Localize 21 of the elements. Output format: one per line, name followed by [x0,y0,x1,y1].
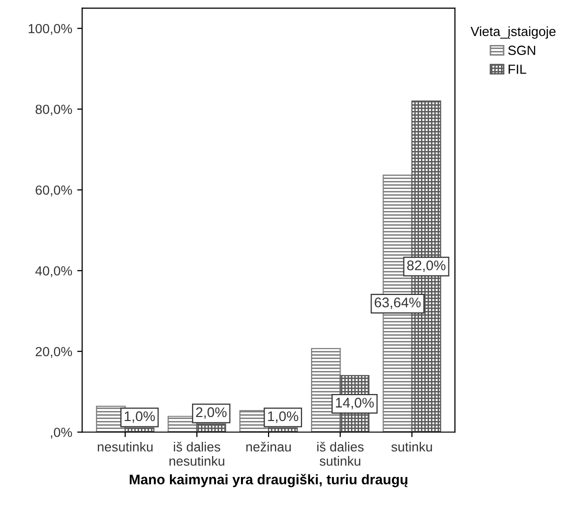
data-label: 63,64% [374,298,421,310]
x-axis-title: Mano kaimynai yra draugiški, turiu draugų [130,474,408,488]
x-tick-label: sutinku [391,442,432,452]
data-label: 14,0% [336,398,374,410]
legend-label: SGN [508,46,536,56]
x-tick-label: nesutinku [98,442,153,452]
data-label: 82,0% [407,260,446,272]
data-label: 1,0% [268,411,298,423]
data-label: 1,0% [124,411,155,423]
y-tick-label: 40,0% [35,266,72,278]
y-tick-label: 80,0% [36,104,72,116]
legend-label: FIL [508,64,526,74]
y-tick-label: 100,0% [28,24,72,35]
x-tick-label: iš dalies nesutinku [170,442,224,466]
data-label: 2,0% [196,407,227,419]
x-tick-label: iš dalies sutinku [317,442,364,466]
legend-title: Vieta_įstaigoje [470,26,556,39]
y-tick-label: 20,0% [36,346,72,358]
y-tick-label: 60,0% [36,185,72,196]
y-tick-label: ,0% [50,428,72,439]
x-tick-label: nežinau [246,442,291,452]
